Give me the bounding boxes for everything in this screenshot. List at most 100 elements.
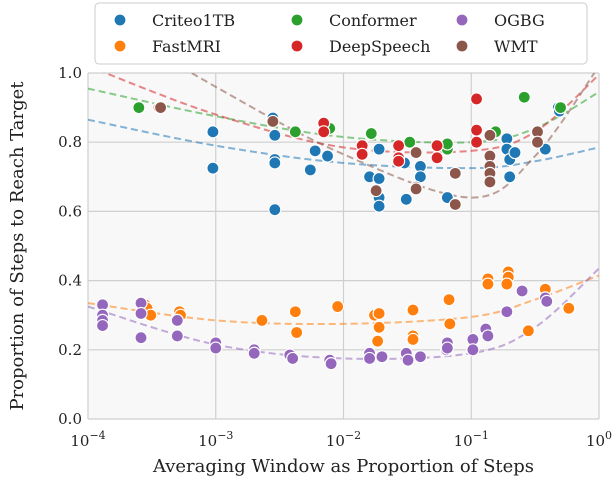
point-deepspeech	[392, 154, 406, 168]
point-ogbg	[170, 329, 184, 343]
legend-label: WMT	[494, 37, 538, 56]
point-ogbg	[540, 294, 554, 308]
point-fastmri	[500, 277, 514, 291]
legend: Criteo1TB FastMRI Conformer DeepSpeech OGBG W…	[94, 2, 588, 65]
point-criteo1tb	[308, 144, 322, 158]
point-fastmri	[255, 313, 269, 327]
point-fastmri	[521, 324, 535, 338]
point-criteo1tb	[206, 125, 220, 139]
x-tick-label: 10−2	[326, 429, 361, 450]
point-ogbg	[375, 350, 389, 364]
point-wmt	[409, 145, 423, 160]
y-axis-label: Proportion of Steps to Reach Target	[7, 81, 28, 411]
legend-marker	[290, 13, 304, 27]
point-ogbg	[247, 346, 261, 360]
point-fastmri	[371, 334, 385, 348]
point-wmt	[266, 114, 280, 129]
point-deepspeech	[355, 147, 369, 161]
point-fastmri	[290, 325, 304, 340]
point-fastmri	[406, 303, 420, 317]
point-criteo1tb	[372, 171, 386, 186]
y-tick-label: 0.6	[58, 202, 82, 220]
point-criteo1tb	[503, 170, 517, 184]
point-ogbg	[466, 343, 480, 357]
point-ogbg	[170, 313, 184, 327]
point-fastmri	[372, 320, 386, 334]
point-conformer	[364, 126, 378, 141]
point-criteo1tb	[320, 149, 335, 163]
point-fastmri	[442, 293, 456, 307]
point-deepspeech	[469, 92, 484, 106]
point-ogbg	[209, 341, 223, 355]
y-tick-label: 0.0	[58, 410, 82, 428]
point-criteo1tb	[303, 163, 317, 177]
legend-marker	[290, 39, 304, 53]
point-deepspeech	[317, 125, 331, 139]
point-deepspeech	[392, 139, 406, 153]
point-fastmri	[406, 332, 420, 347]
point-conformer	[132, 100, 146, 115]
legend-label: OGBG	[494, 11, 545, 30]
fit-line-criteo1tb	[88, 118, 599, 170]
point-wmt	[448, 197, 462, 212]
legend-label: Conformer	[329, 11, 417, 30]
point-ogbg	[362, 351, 377, 366]
point-criteo1tb	[268, 156, 282, 170]
point-criteo1tb	[372, 142, 386, 156]
point-ogbg	[413, 350, 428, 364]
point-conformer	[553, 100, 568, 115]
y-tick-label: 0.4	[58, 272, 82, 290]
point-conformer	[288, 125, 302, 139]
point-ogbg	[134, 306, 148, 321]
point-fastmri	[372, 306, 386, 321]
y-tick-label: 0.2	[58, 341, 82, 359]
point-ogbg	[481, 329, 495, 343]
point-wmt	[409, 182, 423, 196]
point-wmt	[153, 100, 168, 115]
x-tick-label: 10−3	[198, 429, 233, 450]
point-ogbg	[401, 353, 415, 367]
legend-marker	[455, 39, 469, 53]
point-ogbg	[134, 331, 148, 345]
legend-label: DeepSpeech	[329, 37, 430, 56]
legend-marker	[113, 13, 127, 27]
point-deepspeech	[469, 123, 484, 137]
legend-label: Criteo1TB	[152, 11, 235, 30]
point-fastmri	[443, 317, 457, 331]
point-conformer	[517, 90, 531, 104]
scatter-points	[95, 90, 576, 371]
point-fastmri	[331, 299, 345, 314]
point-criteo1tb	[268, 128, 282, 142]
point-ogbg	[324, 357, 338, 371]
x-tick-label: 10−1	[454, 429, 489, 450]
y-tick-labels: 0.0 0.2 0.4 0.6 0.8 1.0	[58, 64, 82, 428]
point-fastmri	[481, 277, 495, 291]
x-tick-label: 10−4	[70, 429, 105, 450]
point-wmt	[530, 135, 545, 149]
point-criteo1tb	[399, 192, 413, 206]
point-wmt	[483, 128, 497, 142]
point-wmt	[448, 166, 462, 180]
point-deepspeech	[430, 139, 444, 153]
point-criteo1tb	[508, 145, 522, 160]
point-deepspeech	[469, 135, 484, 149]
point-wmt	[369, 184, 383, 198]
legend-marker	[113, 39, 127, 53]
x-axis-label: Averaging Window as Proportion of Steps	[152, 456, 534, 477]
point-criteo1tb	[206, 161, 220, 175]
point-wmt	[483, 175, 497, 189]
fit-line-wmt	[189, 73, 596, 199]
point-ogbg	[286, 351, 300, 366]
point-ogbg	[500, 305, 514, 319]
point-fastmri	[562, 301, 576, 315]
legend-label: FastMRI	[152, 37, 221, 56]
point-ogbg	[95, 318, 110, 333]
point-deepspeech	[430, 151, 444, 165]
y-tick-label: 1.0	[58, 64, 82, 82]
y-tick-label: 0.8	[58, 133, 82, 151]
x-tick-labels: 10−4 10−3 10−2 10−1 100	[70, 429, 612, 450]
legend-marker	[455, 13, 469, 27]
x-tick-label: 100	[586, 429, 612, 450]
point-ogbg	[515, 284, 529, 298]
point-criteo1tb	[372, 199, 386, 213]
